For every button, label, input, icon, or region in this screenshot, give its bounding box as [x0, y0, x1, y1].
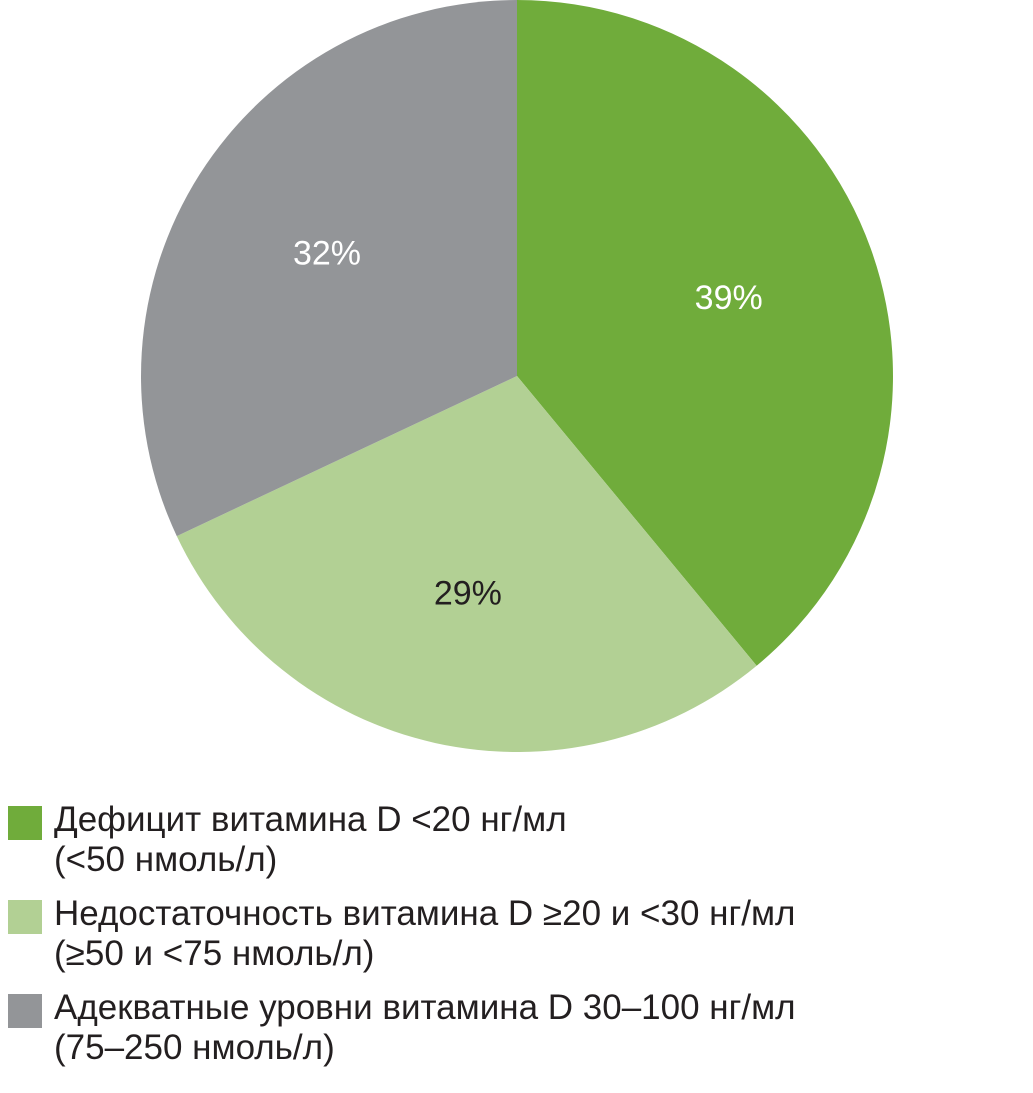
pie-slices — [141, 0, 893, 752]
legend-label-insufficiency-line1: Недостаточность витамина D ≥20 и <30 нг/… — [54, 894, 796, 933]
legend-label-adequate-line2: (75–250 нмоль/л) — [54, 1028, 335, 1067]
legend-label-deficiency-line1: Дефицит витамина D <20 нг/мл — [54, 800, 567, 839]
pie-slice-label-insufficiency: 29% — [434, 575, 502, 613]
pie-slice-deficiency — [517, 0, 893, 666]
legend-swatch-adequate — [8, 994, 42, 1028]
legend-swatch-deficiency — [8, 806, 42, 840]
legend: Дефицит витамина D <20 нг/мл (<50 нмоль/… — [8, 800, 1023, 1082]
legend-item-insufficiency: Недостаточность витамина D ≥20 и <30 нг/… — [8, 894, 1023, 974]
legend-label-insufficiency: Недостаточность витамина D ≥20 и <30 нг/… — [54, 894, 795, 974]
legend-label-deficiency: Дефицит витамина D <20 нг/мл (<50 нмоль/… — [54, 800, 567, 880]
legend-item-adequate: Адекватные уровни витамина D 30–100 нг/м… — [8, 988, 1023, 1068]
pie-slice-adequate — [141, 0, 517, 537]
legend-label-deficiency-line2: (<50 нмоль/л) — [54, 840, 278, 879]
pie-slice-labels: 39% 29% 32% — [293, 234, 763, 612]
legend-label-adequate-line1: Адекватные уровни витамина D 30–100 нг/м… — [54, 988, 796, 1027]
legend-item-deficiency: Дефицит витамина D <20 нг/мл (<50 нмоль/… — [8, 800, 1023, 880]
legend-label-adequate: Адекватные уровни витамина D 30–100 нг/м… — [54, 988, 796, 1068]
pie-slice-label-adequate: 32% — [293, 234, 361, 272]
legend-label-insufficiency-line2: (≥50 и <75 нмоль/л) — [54, 934, 375, 973]
pie-slice-insufficiency — [176, 376, 757, 752]
legend-swatch-insufficiency — [8, 900, 42, 934]
pie-chart: 39% 29% 32% — [141, 0, 893, 752]
pie-slice-label-deficiency: 39% — [695, 279, 763, 317]
